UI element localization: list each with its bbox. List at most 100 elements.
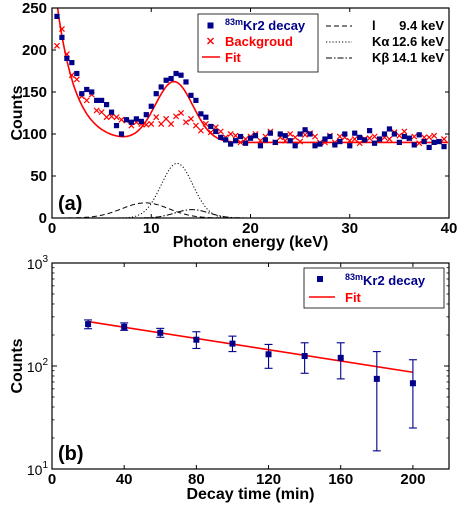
decay-point [411, 142, 417, 148]
legend-component-value: 12.6 keV [392, 34, 444, 49]
decay-point [431, 139, 437, 145]
background-point [232, 132, 239, 139]
legend-label-decay-sup: 83m [225, 17, 243, 27]
background-point [197, 127, 204, 134]
x-tick-label: 160 [328, 471, 353, 488]
decay-point [426, 144, 432, 151]
decay-point [103, 102, 110, 108]
background-point [148, 120, 155, 127]
legend-box [303, 267, 445, 309]
decay-point [213, 128, 219, 135]
legend-component-name: Kα [372, 34, 389, 49]
background-point [401, 128, 408, 135]
decay-point [421, 138, 427, 145]
decay-point [301, 353, 308, 360]
decay-point [158, 84, 164, 90]
decay-point [94, 97, 100, 103]
decay-point [242, 140, 249, 146]
background-point [192, 122, 199, 129]
x-tick-label: 40 [441, 220, 458, 237]
x-tick-label: 0 [48, 220, 56, 237]
x-tick-label: 200 [400, 471, 425, 488]
background-point [416, 140, 423, 147]
background-point [282, 137, 289, 144]
decay-point [123, 117, 130, 123]
decay-point [173, 70, 179, 77]
legend-label-fit: Fit [225, 50, 242, 65]
y-axis-label: Counts [9, 338, 26, 393]
decay-point [262, 137, 268, 143]
decay-point [138, 118, 144, 124]
background-point [163, 115, 170, 122]
decay-point [307, 131, 313, 137]
decay-point [292, 143, 298, 149]
decay-point [381, 131, 388, 137]
legend-component-name: l [372, 18, 376, 33]
x-tick-label: 80 [188, 471, 205, 488]
panel-a: 0 10 20 30 40 0 50 100 150 200 250 Photon energy (k… [9, 0, 457, 251]
background-point [68, 72, 75, 79]
x-tick-label: 40 [116, 471, 133, 488]
decay-point [441, 144, 447, 150]
y-tick-base: 10 [27, 462, 43, 478]
background-point [93, 107, 100, 114]
legend-component-value: 14.1 keV [392, 50, 444, 65]
decay-point [99, 97, 105, 103]
decay-point [198, 111, 204, 117]
decay-point [113, 123, 120, 129]
component-l-curve [52, 202, 448, 218]
y-tick-label: 100 [22, 126, 47, 143]
decay-point [312, 143, 318, 149]
decay-point [118, 131, 125, 137]
x-tick-label: 10 [143, 220, 160, 237]
plot-frame-b [51, 262, 450, 470]
decay-point [257, 143, 264, 149]
plot-frame-a [51, 7, 450, 219]
legend-label-background: Backgroud [225, 34, 293, 49]
decay-point [247, 135, 254, 141]
decay-point [89, 89, 95, 95]
decay-point [121, 323, 128, 330]
decay-point [277, 131, 283, 137]
background-point [441, 136, 448, 143]
decay-point [193, 336, 200, 343]
legend-box [197, 13, 319, 73]
background-point [187, 115, 194, 122]
decay-point [396, 139, 402, 145]
y-tick-exponent: 3 [42, 254, 48, 265]
decay-point [64, 55, 70, 61]
background-point [103, 114, 110, 121]
decay-point [143, 112, 149, 118]
background-point [158, 120, 165, 127]
decay-point [228, 141, 234, 147]
decay-point [327, 133, 333, 140]
decay-point [317, 141, 323, 147]
decay-point [237, 133, 244, 140]
decay-point [178, 72, 184, 78]
legend-label-decay: 83mKr2 decay [345, 272, 426, 288]
y-tick-label: 250 [22, 0, 47, 17]
decay-point [401, 133, 407, 140]
legend-label-decay-text: Kr2 decay [363, 273, 426, 288]
y-tick-label: 101 [27, 460, 49, 478]
x-tick-label: 20 [242, 220, 259, 237]
decay-point [297, 131, 303, 137]
background-point [58, 25, 65, 33]
background-point [426, 134, 433, 141]
background-point [202, 120, 209, 127]
x-axis-label: Decay time (min) [186, 486, 314, 503]
decay-point [376, 136, 383, 142]
decay-point [74, 70, 80, 77]
decay-point [168, 75, 174, 82]
y-tick-exponent: 1 [42, 460, 48, 471]
decay-point [218, 134, 224, 140]
decay-point [322, 136, 328, 142]
decay-point [208, 123, 214, 130]
background-point [173, 113, 180, 120]
background-point [83, 97, 90, 104]
x-tick-label: 30 [341, 220, 358, 237]
background-point [351, 136, 358, 143]
